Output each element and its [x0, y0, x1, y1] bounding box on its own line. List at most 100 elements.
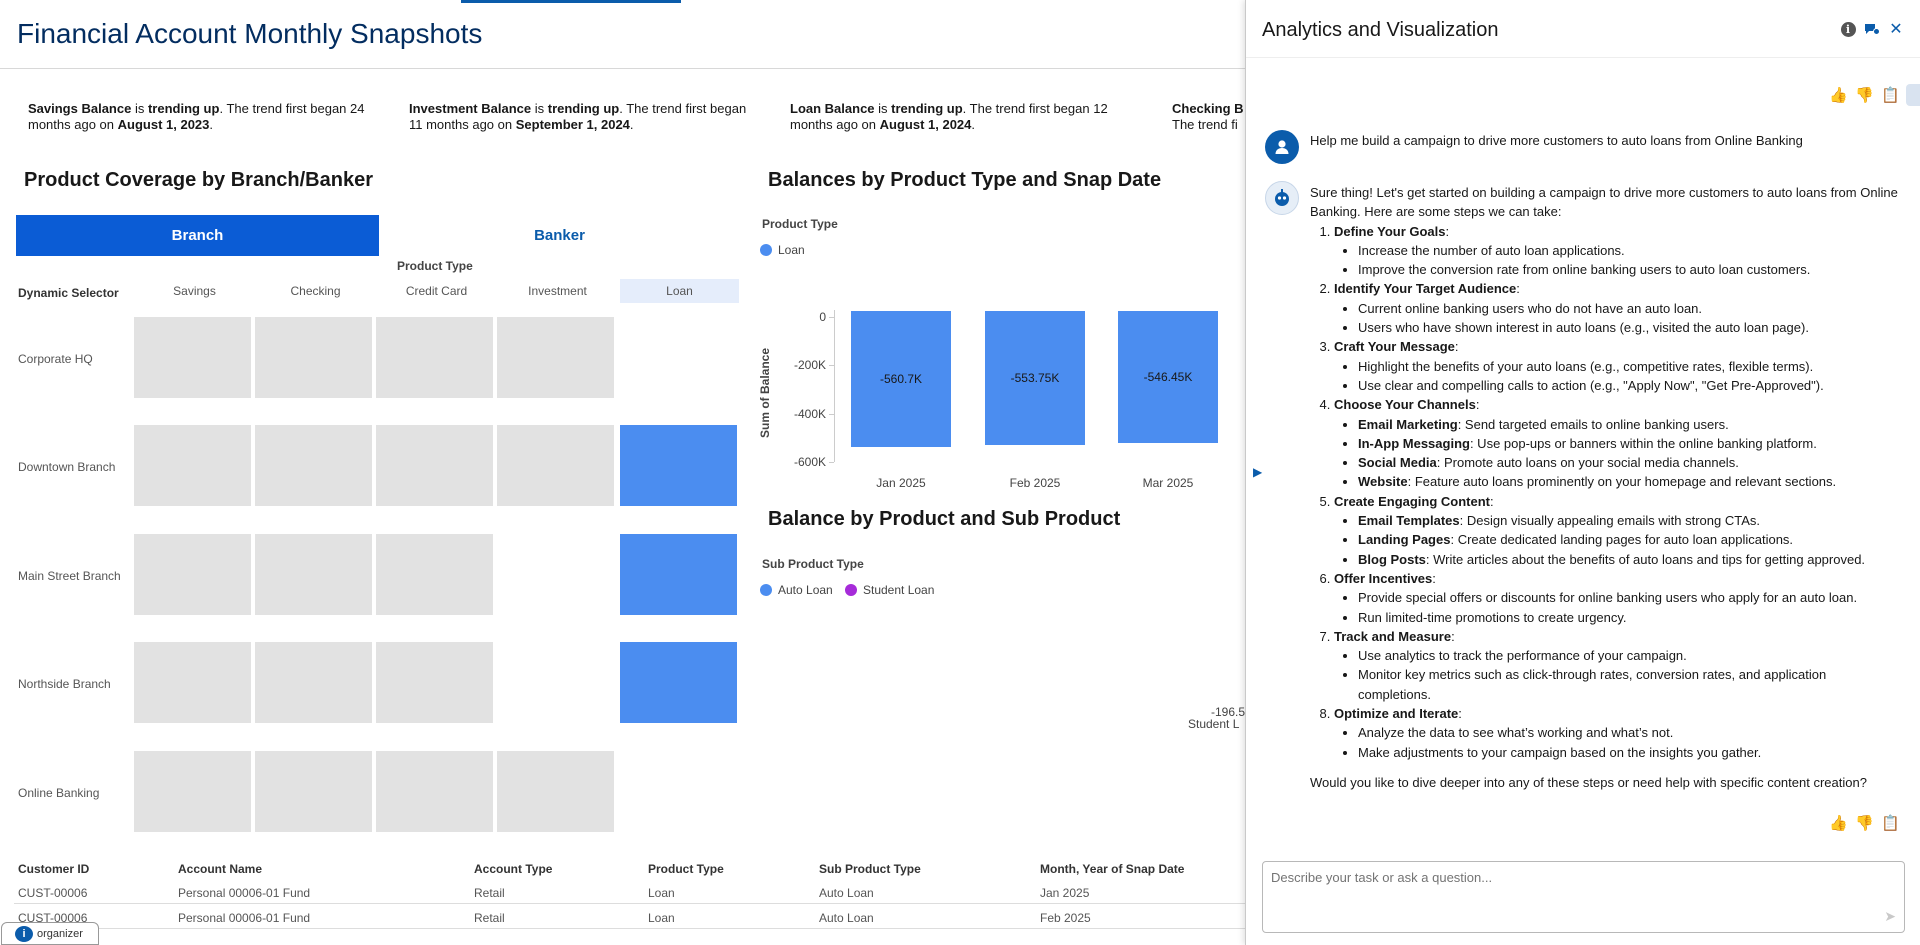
divider	[1246, 57, 1920, 58]
assistant-closing: Would you like to dive deeper into any o…	[1310, 774, 1867, 790]
organizer-label: organizer	[37, 927, 83, 940]
insight-text: . The trend first began 11 months ago on	[409, 101, 747, 132]
heatmap-cell[interactable]	[497, 751, 614, 832]
feedback-row: 👍 👎 📋	[1829, 814, 1900, 832]
insight-text: is	[131, 101, 148, 116]
heatmap-cell[interactable]	[134, 642, 251, 723]
heatmap-cell[interactable]	[134, 425, 251, 506]
heatmap-cell[interactable]	[620, 642, 737, 723]
row-northside-branch: Northside Branch	[18, 677, 111, 691]
insight-date: August 1, 2023	[117, 117, 210, 132]
side-tab-handle[interactable]	[1906, 84, 1920, 106]
y-tick	[829, 413, 834, 415]
table-cell: Auto Loan	[819, 886, 874, 900]
heatmap-cell[interactable]	[620, 534, 737, 615]
send-icon[interactable]: ➤	[1884, 908, 1896, 924]
row-corporate-hq: Corporate HQ	[18, 352, 93, 366]
table-cell: CUST-00006	[18, 886, 88, 900]
heatmap-cell[interactable]	[497, 425, 614, 506]
chat-agent-icon[interactable]	[1863, 20, 1881, 38]
table-cell: Retail	[474, 886, 505, 900]
legend-label: Loan	[778, 243, 805, 257]
table-header-account-name[interactable]: Account Name	[178, 862, 263, 876]
insight-text: . The trend first began 12 months ago on	[790, 101, 1108, 132]
step-bullets: Increase the number of auto loan applica…	[1334, 241, 1900, 280]
thumbs-down-icon[interactable]: 👎	[1855, 87, 1874, 104]
table-header-product-type[interactable]: Product Type	[648, 862, 724, 876]
organizer-icon: i	[15, 925, 33, 942]
banker-toggle-button[interactable]: Banker	[379, 215, 740, 256]
column-credit-card[interactable]: Credit Card	[405, 284, 468, 298]
insight-date: August 1, 2024	[879, 117, 972, 132]
step-title: Offer Incentives	[1334, 570, 1433, 586]
step-bullets: Provide special offers or discounts for …	[1334, 588, 1900, 627]
heatmap-cell[interactable]	[376, 317, 493, 398]
legend-item-auto-loan[interactable]: Auto Loan	[760, 583, 833, 597]
branch-toggle-button[interactable]: Branch	[16, 215, 379, 256]
heatmap-cell[interactable]	[620, 425, 737, 506]
data-label: -196.5	[1211, 705, 1245, 719]
legend-title: Product Type	[762, 217, 838, 231]
column-savings[interactable]: Savings	[173, 284, 216, 298]
assistant-avatar	[1265, 181, 1299, 215]
heatmap-cell[interactable]	[255, 534, 372, 615]
legend-label: Student Loan	[863, 583, 935, 597]
legend-item-loan[interactable]: Loan	[760, 243, 805, 257]
bar[interactable]: -560.7K	[851, 311, 951, 447]
close-icon[interactable]: ✕	[1889, 21, 1903, 38]
step-item: Craft Your Message:Highlight the benefit…	[1334, 337, 1900, 395]
heatmap-cell[interactable]	[255, 317, 372, 398]
heatmap-cell[interactable]	[134, 534, 251, 615]
step-item: Define Your Goals:Increase the number of…	[1334, 222, 1900, 280]
heatmap-cell[interactable]	[376, 534, 493, 615]
step-title: Define Your Goals	[1334, 223, 1446, 239]
y-tick-label: 0	[819, 310, 826, 324]
column-checking[interactable]: Checking	[290, 284, 341, 298]
heatmap-cell[interactable]	[255, 425, 372, 506]
heatmap-cell[interactable]	[255, 751, 372, 832]
table-header-customer-id[interactable]: Customer ID	[18, 862, 90, 876]
step-bullets: Current online banking users who do not …	[1334, 299, 1900, 338]
heatmap-cell[interactable]	[376, 425, 493, 506]
organizer-tab[interactable]: i organizer	[1, 922, 99, 945]
x-tick-label: Feb 2025	[1009, 476, 1061, 490]
heatmap-cell[interactable]	[376, 751, 493, 832]
insight-metric: Savings Balance	[28, 101, 132, 116]
step-bullet: Use clear and compelling calls to action…	[1358, 376, 1900, 395]
analytics-panel: Analytics and Visualization i ✕ 👍 👎 📋 ▶ …	[1245, 0, 1920, 945]
y-tick	[829, 462, 834, 463]
table-header-snap-date[interactable]: Month, Year of Snap Date	[1040, 862, 1185, 876]
column-investment[interactable]: Investment	[528, 284, 587, 298]
task-input[interactable]	[1263, 862, 1904, 932]
panel-title: Analytics and Visualization	[1262, 19, 1499, 41]
step-bullet: Social Media: Promote auto loans on your…	[1358, 453, 1900, 472]
insight-text: The trend fi	[1172, 117, 1238, 132]
thumbs-down-icon[interactable]: 👎	[1855, 815, 1874, 832]
legend-item-student-loan[interactable]: Student Loan	[845, 583, 934, 597]
copy-icon[interactable]: 📋	[1881, 87, 1900, 104]
copy-icon[interactable]: 📋	[1881, 815, 1900, 832]
bar[interactable]: -553.75K	[985, 311, 1085, 445]
step-bullet: Highlight the benefits of your auto loan…	[1358, 357, 1900, 376]
table-cell: Auto Loan	[819, 911, 874, 925]
column-loan[interactable]: Loan	[620, 279, 739, 303]
heatmap-cell[interactable]	[134, 317, 251, 398]
step-bullet: Use analytics to track the performance o…	[1358, 646, 1900, 665]
heatmap-cell[interactable]	[134, 751, 251, 832]
thumbs-up-icon[interactable]: 👍	[1829, 87, 1848, 104]
expand-arrow-icon[interactable]: ▶	[1253, 465, 1263, 479]
table-header-account-type[interactable]: Account Type	[474, 862, 553, 876]
heatmap-cell[interactable]	[255, 642, 372, 723]
thumbs-up-icon[interactable]: 👍	[1829, 815, 1848, 832]
dashboard: Financial Account Monthly Snapshots Savi…	[0, 0, 1245, 945]
table-header-sub-product-type[interactable]: Sub Product Type	[819, 862, 921, 876]
legend-dot	[760, 244, 772, 256]
heatmap-cell[interactable]	[376, 642, 493, 723]
step-bullets: Highlight the benefits of your auto loan…	[1334, 357, 1900, 396]
sub-product-chart-title: Balance by Product and Sub Product	[768, 508, 1121, 530]
y-tick	[829, 317, 834, 318]
heatmap-cell[interactable]	[497, 317, 614, 398]
table-cell: Retail	[474, 911, 505, 925]
bar[interactable]: -546.45K	[1118, 311, 1218, 444]
info-icon[interactable]: i	[1839, 20, 1857, 38]
